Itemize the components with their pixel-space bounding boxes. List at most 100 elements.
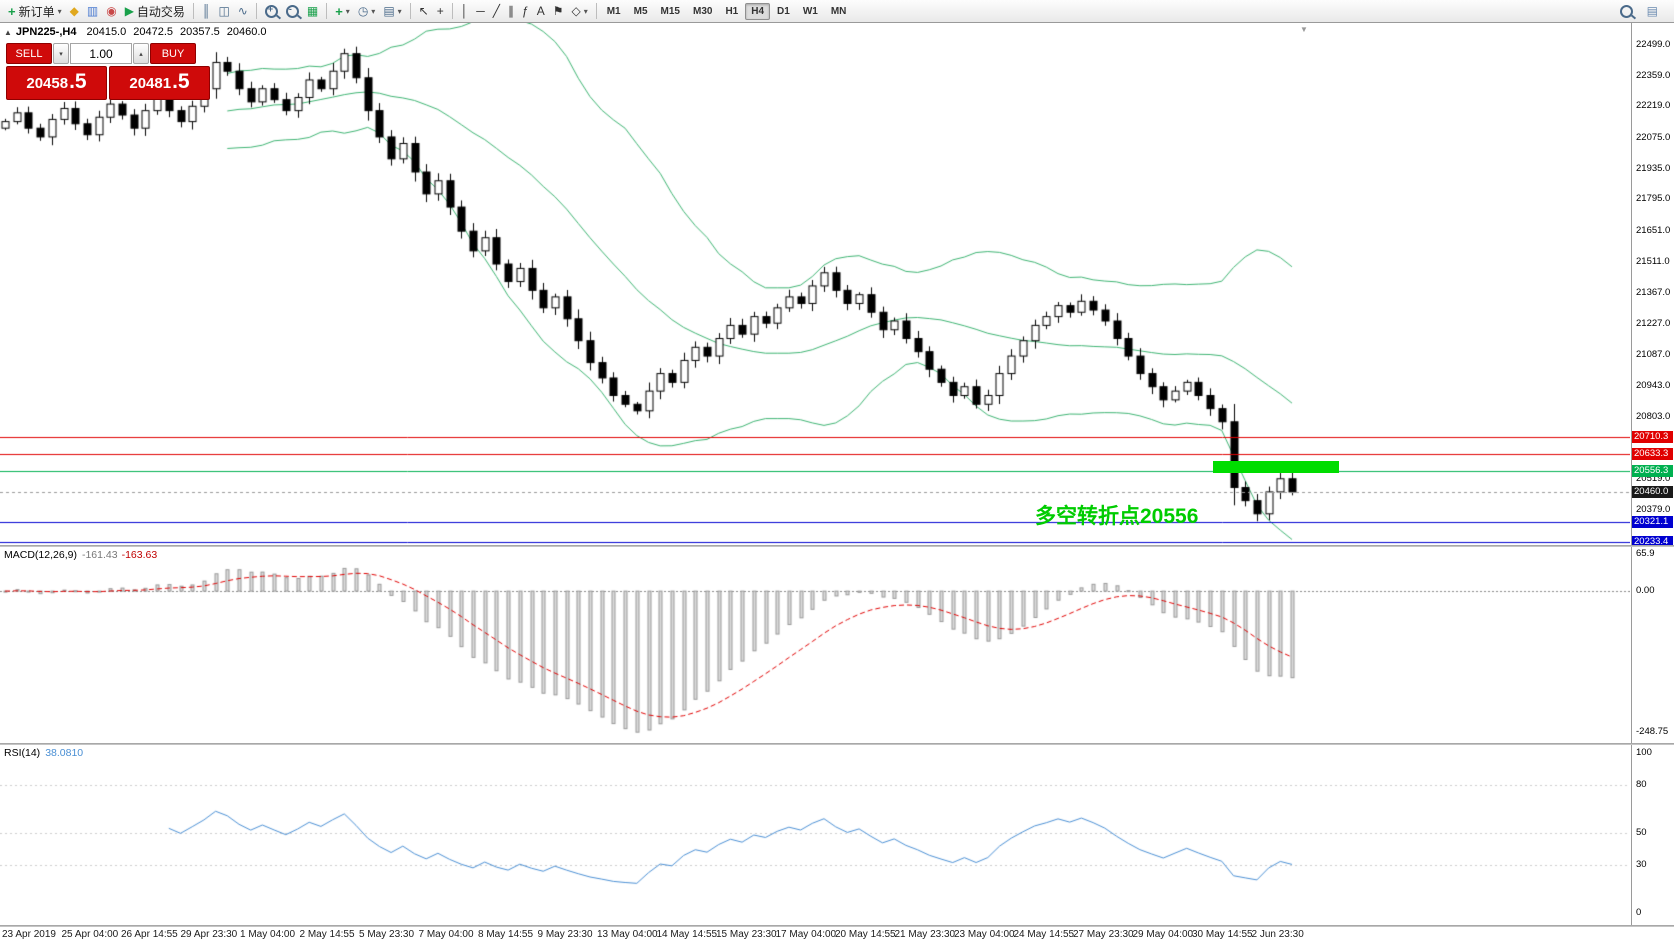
price-scale-label: 20943.0 (1636, 380, 1671, 392)
chart-template-dropdown[interactable]: ▤ ▾ (379, 4, 405, 18)
time-axis-label: 9 May 23:30 (537, 929, 593, 940)
periods-dropdown[interactable]: ◷ ▾ (354, 4, 380, 18)
sell-price-pips: .5 (69, 70, 87, 93)
volume-decrease-button[interactable]: ▾ (53, 43, 69, 64)
price-scale-label: 21367.0 (1636, 287, 1671, 299)
collapse-trade-panel-icon[interactable]: ▲ (4, 28, 12, 37)
time-axis-label: 25 Apr 04:00 (61, 929, 119, 940)
new-order-button: + (8, 3, 16, 19)
new-order-button[interactable]: + 新订单 ▾ (4, 2, 66, 21)
sell-price[interactable]: 20458.5 (6, 66, 107, 100)
time-axis-label: 14 May 14:55 (656, 929, 718, 940)
time-axis-label: 17 May 04:00 (775, 929, 837, 940)
timeframe-button-m15[interactable]: M15 (660, 5, 680, 17)
crosshair-icon[interactable]: + (433, 4, 448, 18)
macd-main-value: -161.43 (81, 549, 118, 561)
rsi-canvas[interactable] (0, 745, 1630, 925)
buy-button[interactable]: BUY (150, 43, 196, 64)
chevron-down-icon: ▾ (57, 6, 62, 16)
tile-windows-icon[interactable]: ▦ (303, 4, 322, 18)
profiles-icon[interactable]: ▥ (83, 4, 102, 18)
label-tool-icon[interactable]: ⚑ (549, 4, 568, 18)
horizontal-line-icon[interactable]: ─ (472, 4, 489, 18)
channel-icon: ∥ (508, 4, 514, 18)
toolbar-separator (451, 3, 453, 19)
timeframe-toolbar: M1 M5 M15 M30 H1 H4 D1 W1 MN (601, 2, 853, 20)
timeframe-button-mn[interactable]: MN (830, 5, 847, 17)
zoom-in-icon[interactable]: + (261, 4, 282, 19)
rsi-scale-axis[interactable] (1631, 745, 1632, 925)
ohlc-close: 20460.0 (226, 26, 267, 38)
rsi-scale-label: 0 (1636, 907, 1642, 918)
zoom-out-icon[interactable]: - (282, 4, 303, 19)
pane-divider[interactable] (0, 925, 1674, 927)
timeframe-button-h1[interactable]: H1 (725, 5, 739, 17)
annotation-highlight-rect[interactable] (1213, 461, 1339, 473)
price-scale-label: 22075.0 (1636, 132, 1671, 144)
bar-chart-type-icon[interactable]: ║ (198, 4, 215, 18)
time-axis-label: 23 May 04:00 (954, 929, 1015, 940)
shapes-dropdown: ◇ (571, 4, 581, 18)
chart-shift-marker-icon[interactable]: ▼ (1300, 25, 1308, 34)
alerts-icon[interactable]: ◉ (102, 4, 120, 18)
toolbar-separator (255, 3, 257, 19)
timeframe-button-m5[interactable]: M5 (633, 5, 648, 17)
shapes-dropdown[interactable]: ◇ ▾ (567, 4, 591, 18)
rsi-header: RSI(14) 38.0810 (4, 747, 83, 759)
timeframe-button-m1[interactable]: M1 (606, 5, 621, 17)
chevron-down-icon: ▾ (371, 6, 376, 16)
timeframe-button-w1[interactable]: W1 (802, 5, 818, 17)
search-icon[interactable] (1616, 4, 1637, 19)
vertical-line-icon: │ (460, 4, 469, 18)
level-price-tag: 20710.3 (1632, 431, 1673, 444)
price-scale-axis[interactable] (1631, 23, 1632, 545)
text-tool-icon[interactable]: A (533, 4, 549, 18)
toolbar-right-group: ▤ (1616, 4, 1662, 19)
chart-templates-icon[interactable]: ◆ (66, 4, 83, 18)
sell-button[interactable]: SELL (6, 43, 52, 64)
price-chart-pane[interactable]: ▲ JPN225-,H4 20415.0 20472.5 20357.5 20460.0 … (0, 23, 1674, 545)
timeframe-button-d1[interactable]: D1 (777, 5, 790, 17)
window-list-icon: ▤ (1646, 4, 1658, 18)
pane-divider[interactable] (0, 545, 1674, 547)
rsi-scale-label: 50 (1636, 827, 1647, 838)
window-list-icon[interactable]: ▤ (1643, 4, 1662, 18)
chevron-down-icon: ▾ (397, 6, 402, 16)
price-chart-canvas[interactable] (0, 23, 1630, 545)
macd-scale-axis[interactable] (1631, 547, 1632, 743)
label-tool-icon: ⚑ (552, 4, 564, 18)
time-axis-label: 7 May 04:00 (418, 929, 474, 940)
chevron-down-icon: ▾ (345, 6, 350, 16)
timeframe-button-m30[interactable]: M30 (692, 5, 713, 17)
vertical-line-icon[interactable]: │ (457, 4, 473, 18)
price-scale-label: 22219.0 (1636, 100, 1671, 112)
macd-pane[interactable]: MACD(12,26,9) -161.43 -163.63 65.9 0.00 -248… (0, 547, 1674, 743)
line-chart-type-icon[interactable]: ∿ (234, 4, 252, 18)
buy-price[interactable]: 20481.5 (109, 66, 210, 100)
rsi-pane[interactable]: RSI(14) 38.0810 100 80 50 30 0 (0, 745, 1674, 925)
time-axis-label: 23 Apr 2019 (2, 929, 56, 940)
annotation-text[interactable]: 多空转折点20556 (1035, 505, 1199, 528)
channel-icon[interactable]: ∥ (504, 4, 518, 18)
chart-title: ▲ JPN225-,H4 20415.0 20472.5 20357.5 20460.0 (4, 26, 274, 38)
volume-input[interactable] (70, 43, 132, 64)
fibonacci-icon[interactable]: ƒ (518, 4, 533, 18)
price-scale-label: 22359.0 (1636, 69, 1671, 81)
macd-canvas[interactable] (0, 547, 1630, 743)
indicators-dropdown[interactable]: + ▾ (331, 4, 354, 19)
level-price-tag: 20321.1 (1632, 516, 1673, 529)
toolbar-separator (409, 3, 411, 19)
timeframe-button-h4[interactable]: H4 (745, 2, 771, 20)
pane-divider[interactable] (0, 743, 1674, 745)
cursor-icon[interactable]: ↖ (415, 4, 433, 18)
candlestick-chart-type-icon: ◫ (218, 4, 230, 18)
candlestick-chart-type-icon[interactable]: ◫ (214, 4, 233, 18)
price-scale-label: 21227.0 (1636, 317, 1671, 329)
autotrading-button[interactable]: ▶ 自动交易 (121, 2, 189, 21)
time-axis[interactable]: 23 Apr 2019 25 Apr 04:00 26 Apr 14:55 29 Ap… (0, 927, 1674, 943)
trendline-icon[interactable]: ╱ (489, 4, 504, 18)
volume-increase-button[interactable]: ▴ (133, 43, 149, 64)
price-scale-label: 21651.0 (1636, 224, 1671, 236)
toolbar: + 新订单 ▾ ◆ ▥ ◉ ▶ 自动交易 ║ ◫ ∿ + - ▦ + ▾ ◷ ▾ ▤ ▾ ↖ + │ ─ ╱ ∥ ƒ A ⚑ ◇ ▾ M1 M5… (0, 0, 1674, 23)
